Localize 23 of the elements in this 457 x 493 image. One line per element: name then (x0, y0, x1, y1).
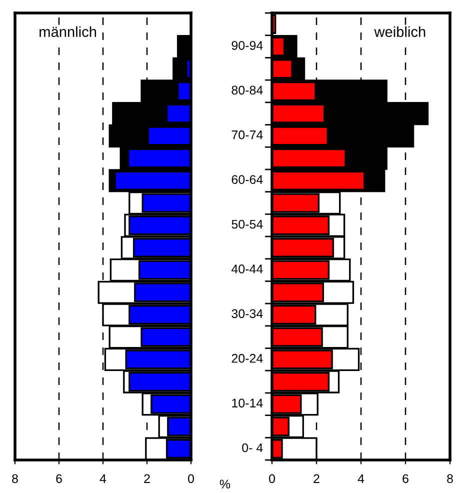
x-tick-label: 2 (314, 474, 320, 483)
x-tick-label: 6 (402, 474, 408, 484)
text: männlich (40, 26, 96, 38)
x-tick-label: 8 (447, 474, 453, 484)
x-tick-label: 6 (56, 474, 62, 484)
y-tick-label: 80-84 (232, 86, 263, 95)
y-tick-label: 20-24 (232, 354, 263, 363)
y-tick-label: 30-34 (232, 309, 263, 318)
y-tick-label: 40-44 (231, 264, 263, 274)
y-tick-label: 60-64 (232, 175, 263, 184)
x-tick-label: 0 (269, 474, 275, 484)
x-tick-label: 2 (144, 474, 150, 483)
x-tick-label: 8 (12, 474, 18, 484)
x-tick-label: 4 (100, 474, 106, 483)
x-tick-label: 0 (188, 474, 194, 484)
y-tick-label: 70-74 (232, 130, 263, 140)
y-tick-label: 10-14 (232, 398, 263, 408)
y-tick-label: 50-54 (232, 220, 263, 229)
x-tick-label: 4 (358, 474, 364, 483)
text: weiblich (374, 26, 426, 38)
y-tick-label: 90-94 (232, 41, 263, 50)
x-axis-title: % (220, 480, 230, 488)
y-tick-label: 0- 4 (242, 443, 263, 452)
